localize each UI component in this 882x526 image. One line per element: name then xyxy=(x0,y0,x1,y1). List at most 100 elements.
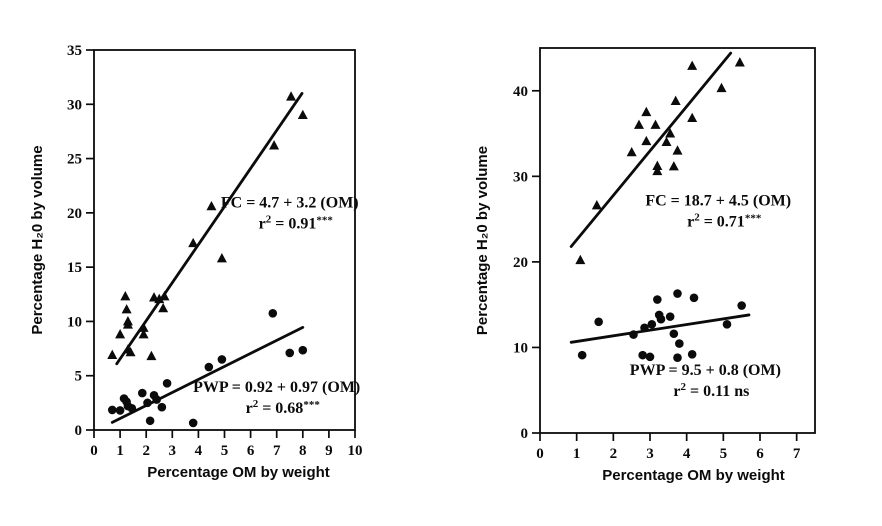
x-tick-label: 1 xyxy=(116,443,124,459)
fc-point xyxy=(641,106,652,117)
x-tick-label: 3 xyxy=(169,443,177,459)
pwp-point xyxy=(145,416,155,426)
pwp-point xyxy=(188,418,198,428)
y-tick-label: 15 xyxy=(67,260,82,276)
x-tick-label: 6 xyxy=(247,443,255,459)
y-tick-label: 0 xyxy=(521,426,529,442)
pwp-point xyxy=(157,402,167,412)
fc-point xyxy=(734,57,745,67)
y-tick-label: 10 xyxy=(67,314,82,330)
pwp-point xyxy=(647,320,657,329)
pwp-point xyxy=(577,350,587,360)
fc-point xyxy=(687,112,698,123)
pwp-point xyxy=(107,405,117,415)
pwp-point xyxy=(665,312,675,321)
fc-r-squared: r2 = 0.91*** xyxy=(259,213,334,232)
pwp-point xyxy=(687,349,697,359)
pwp-point xyxy=(143,398,152,408)
pwp-point xyxy=(638,350,647,360)
pwp-point xyxy=(656,314,666,324)
fc-point xyxy=(269,140,280,150)
x-tick-label: 4 xyxy=(683,446,691,462)
x-tick-label: 3 xyxy=(646,446,654,462)
y-tick-label: 20 xyxy=(67,206,82,222)
fc-point xyxy=(138,322,149,332)
fc-point xyxy=(661,136,672,147)
pwp-point xyxy=(204,362,214,372)
chart-canvas: 0 1 2 3 4 5 6 7 0 10 20 30 40 Percentage OM by weight… xyxy=(474,47,816,484)
y-tick-label: 5 xyxy=(75,369,83,385)
x-tick-label: 1 xyxy=(573,446,581,462)
fc-point xyxy=(650,119,661,129)
pwp-point xyxy=(645,352,655,362)
y-tick-label: 30 xyxy=(513,169,528,185)
pwp-point xyxy=(669,329,679,339)
pwp-point xyxy=(152,395,161,404)
pwp-point xyxy=(127,403,137,413)
fc-point xyxy=(188,237,199,248)
pwp-point xyxy=(268,308,278,318)
x-tick-label: 4 xyxy=(195,443,203,459)
fc-point xyxy=(121,304,132,314)
fc-point xyxy=(626,146,637,157)
fc-point xyxy=(670,95,681,105)
x-tick-label: 0 xyxy=(90,443,98,459)
fc-point xyxy=(107,349,118,359)
chart-canvas: 0 1 2 3 4 5 6 7 8 9 10 0 5 10 15 20 25 30 35 Percentage OM … xyxy=(29,43,363,481)
pwp-point xyxy=(298,345,308,355)
fc-series: FC = 4.7 + 3.2 (OM) r2 = 0.91*** xyxy=(107,91,359,366)
pwp-point xyxy=(640,323,649,333)
fc-point xyxy=(652,165,663,176)
pwp-point xyxy=(115,406,125,415)
fc-regression-line xyxy=(115,92,304,366)
pwp-point xyxy=(285,348,295,358)
pwp-regression-line xyxy=(569,313,751,344)
pwp-point xyxy=(137,388,147,398)
pwp-point xyxy=(629,330,638,339)
y-tick-label: 30 xyxy=(67,97,82,113)
fc-point xyxy=(652,160,663,170)
x-tick-label: 0 xyxy=(536,446,544,462)
x-tick-label: 2 xyxy=(142,443,150,459)
pwp-equation: PWP = 9.5 + 0.8 (OM) xyxy=(630,362,781,379)
fc-equation: FC = 4.7 + 3.2 (OM) xyxy=(221,194,359,211)
x-axis-title: Percentage OM by weight xyxy=(602,467,785,484)
x-tick-label: 7 xyxy=(793,446,801,462)
pwp-point xyxy=(162,379,172,388)
fc-point xyxy=(154,293,165,304)
fc-point xyxy=(634,119,644,129)
fc-point xyxy=(138,329,149,339)
y-tick-label: 25 xyxy=(67,152,82,168)
x-tick-label: 5 xyxy=(720,446,728,462)
pwp-regression-line xyxy=(110,325,305,424)
pwp-point xyxy=(689,293,699,303)
fc-series: FC = 18.7 + 4.5 (OM) r2 = 0.71*** xyxy=(569,51,791,265)
x-axis-title: Percentage OM by weight xyxy=(147,464,330,481)
fc-r-squared: r2 = 0.71*** xyxy=(687,211,762,230)
y-tick-label: 20 xyxy=(513,255,528,271)
pwp-point xyxy=(217,355,227,364)
pwp-point xyxy=(653,295,662,304)
x-tick-label: 2 xyxy=(610,446,618,462)
y-tick-label: 40 xyxy=(513,84,528,100)
plot-frame xyxy=(539,47,816,434)
pwp-point xyxy=(722,320,732,329)
fc-regression-line xyxy=(569,51,733,248)
y-tick-label: 0 xyxy=(75,423,83,439)
plot-frame xyxy=(93,49,356,431)
fc-point xyxy=(665,128,676,138)
pwp-point xyxy=(594,317,603,327)
fc-point xyxy=(687,60,698,70)
left-scatter-chart: 0 1 2 3 4 5 6 7 8 9 10 0 5 10 15 20 25 30 35 Percentage OM … xyxy=(29,43,363,481)
fc-point xyxy=(591,200,602,210)
pwp-point xyxy=(673,289,682,298)
fc-point xyxy=(120,291,131,301)
pwp-r-squared: r2 = 0.11 ns xyxy=(673,381,749,400)
x-tick-label: 7 xyxy=(273,443,281,459)
fc-point xyxy=(668,161,679,171)
fc-point xyxy=(672,145,683,155)
fc-point xyxy=(297,109,308,120)
fc-point xyxy=(286,91,297,101)
pwp-r-squared: r2 = 0.68*** xyxy=(246,398,321,417)
